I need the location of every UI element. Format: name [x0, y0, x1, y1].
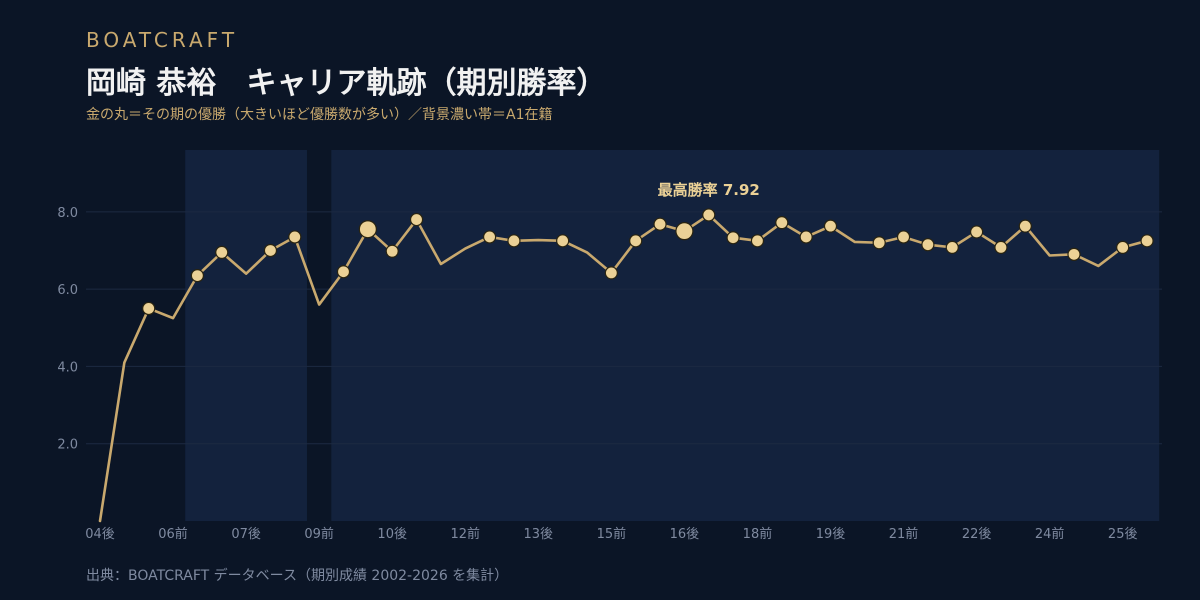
- x-tick-label: 22後: [962, 527, 992, 542]
- win-marker: [750, 234, 765, 248]
- win-marker: [190, 268, 204, 283]
- win-marker: [507, 234, 521, 248]
- win-marker: [556, 234, 570, 248]
- x-tick-label: 07後: [231, 527, 261, 542]
- y-tick-label: 4.0: [57, 360, 78, 375]
- win-marker: [921, 238, 935, 252]
- x-tick-label: 19後: [816, 527, 846, 542]
- win-marker: [799, 230, 813, 244]
- x-tick-label: 13後: [524, 527, 554, 542]
- x-tick-label: 15前: [597, 526, 627, 542]
- win-marker: [358, 220, 377, 239]
- win-marker: [604, 266, 618, 280]
- x-tick-label: 24前: [1035, 526, 1065, 542]
- win-marker: [483, 230, 497, 244]
- win-marker: [823, 219, 838, 233]
- x-tick-label: 12前: [450, 526, 480, 542]
- win-marker: [215, 245, 229, 260]
- x-tick-label: 18前: [743, 526, 773, 542]
- x-tick-label: 09前: [304, 526, 334, 542]
- win-marker: [1067, 247, 1081, 261]
- win-marker: [702, 208, 716, 222]
- win-marker: [872, 236, 886, 250]
- x-tick-label: 21前: [889, 526, 919, 542]
- win-marker: [675, 222, 694, 241]
- a1-band: [185, 150, 307, 521]
- win-marker: [263, 243, 278, 258]
- y-tick-label: 6.0: [57, 283, 78, 298]
- win-marker: [1018, 219, 1032, 233]
- win-marker: [288, 230, 302, 244]
- win-marker: [629, 234, 643, 248]
- win-marker: [726, 231, 740, 245]
- x-tick-label: 16後: [670, 527, 700, 542]
- win-marker: [409, 212, 424, 227]
- win-marker: [1140, 234, 1154, 248]
- peak-annotation: 最高勝率 7.92: [658, 181, 760, 199]
- win-marker: [969, 225, 984, 239]
- brand-label: BOATCRAFT: [86, 28, 239, 52]
- a1-band: [331, 150, 1160, 521]
- chart-title: 岡崎 恭裕 キャリア軌跡（期別勝率）: [86, 66, 607, 101]
- win-marker: [653, 217, 667, 231]
- win-marker: [775, 216, 789, 230]
- win-marker: [994, 240, 1008, 254]
- win-marker: [142, 301, 156, 316]
- win-marker: [896, 230, 911, 244]
- x-tick-label: 10後: [377, 527, 407, 542]
- source-note: 出典：BOATCRAFT データベース（期別成績 2002-2026 を集計）: [86, 568, 509, 584]
- win-marker: [385, 244, 399, 258]
- x-tick-label: 25後: [1108, 527, 1138, 542]
- chart-subtitle: 金の丸＝その期の優勝（大きいほど優勝数が多い）／背景濃い帯＝A1在籍: [86, 107, 553, 123]
- x-tick-label: 06前: [158, 526, 188, 542]
- y-tick-label: 8.0: [57, 206, 78, 221]
- win-marker: [945, 240, 959, 254]
- y-tick-label: 2.0: [57, 438, 78, 453]
- x-tick-label: 04後: [85, 527, 115, 542]
- win-marker: [1116, 240, 1130, 254]
- win-marker: [336, 265, 351, 279]
